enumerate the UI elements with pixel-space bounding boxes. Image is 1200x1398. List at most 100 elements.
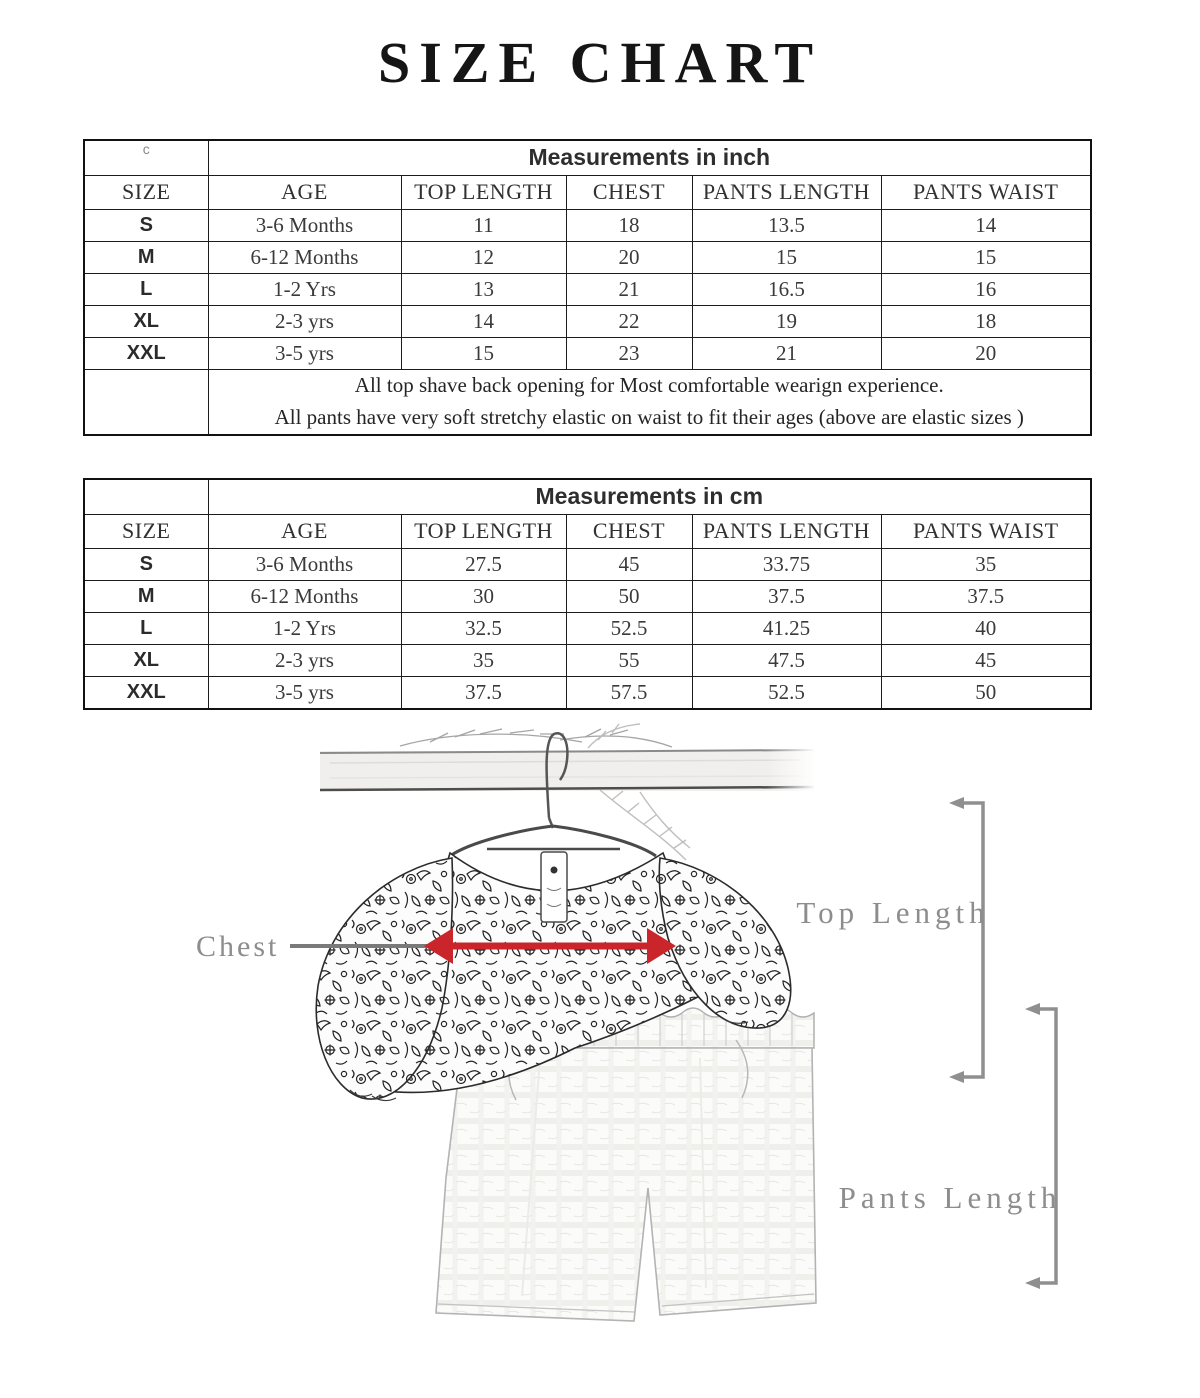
corner-cell: c	[83, 139, 209, 176]
table-cell: S	[83, 208, 209, 242]
chest-annotation: Chest	[196, 927, 676, 964]
table-cell: 15	[691, 240, 882, 274]
table-cell: 2-3 yrs	[207, 304, 402, 338]
column-header: TOP LENGTH	[400, 513, 567, 549]
table-cell: 37.5	[691, 579, 882, 613]
table-cell: 11	[400, 208, 567, 242]
table-cell: 20	[565, 240, 693, 274]
table-cell-empty	[83, 368, 209, 436]
table-cell: M	[83, 579, 209, 613]
note-line-1: All top shave back opening for Most comf…	[354, 372, 944, 397]
table-row: SIZE AGE TOP LENGTH CHEST PANTS LENGTH P…	[83, 174, 1092, 210]
page-title: SIZE CHART	[377, 30, 823, 95]
table-cell: 14	[400, 304, 567, 338]
table-cell: 35	[880, 547, 1092, 581]
column-header: PANTS LENGTH	[691, 513, 882, 549]
column-header: TOP LENGTH	[400, 174, 567, 210]
table-cell: 13.5	[691, 208, 882, 242]
hanger	[449, 731, 657, 857]
table-cell: 1-2 Yrs	[207, 272, 402, 306]
chest-label: Chest	[196, 930, 279, 963]
table-cell: L	[83, 611, 209, 645]
table-cell: 30	[400, 579, 567, 613]
column-header: PANTS WAIST	[880, 174, 1092, 210]
table-cell: 37.5	[880, 579, 1092, 613]
table-cell: XL	[83, 643, 209, 677]
table-cell: 3-6 Months	[207, 208, 402, 242]
table-cell: 52.5	[565, 611, 693, 645]
table-cell: 52.5	[691, 675, 882, 710]
note-line-2: All pants have very soft stretchy elasti…	[274, 404, 1024, 429]
table-cell: 22	[565, 304, 693, 338]
table-row: S 3-6 Months 27.5 45 33.75 35	[83, 547, 1092, 581]
table-cell: 6-12 Months	[207, 579, 402, 613]
table-cell: 50	[880, 675, 1092, 710]
table-row: SIZE AGE TOP LENGTH CHEST PANTS LENGTH P…	[83, 513, 1092, 549]
table-cell: 21	[691, 336, 882, 370]
table-cell: 55	[565, 643, 693, 677]
table-row: L 1-2 Yrs 32.5 52.5 41.25 40	[83, 611, 1092, 645]
table-cell: 3-6 Months	[207, 547, 402, 581]
table-row: All top shave back opening for Most comf…	[83, 368, 1092, 436]
table-cell: 20	[880, 336, 1092, 370]
table-row: L 1-2 Yrs 13 21 16.5 16	[83, 272, 1092, 306]
top-length-arrow-up	[949, 796, 964, 809]
column-header: CHEST	[565, 513, 693, 549]
table-row: XXL 3-5 yrs 37.5 57.5 52.5 50	[83, 675, 1092, 710]
chest-arrow-left-head	[424, 927, 453, 964]
table-cell: XXL	[83, 675, 209, 710]
top-right-sleeve	[658, 856, 792, 1029]
table-cell: L	[83, 272, 209, 306]
table-cell: 13	[400, 272, 567, 306]
table-cell: 50	[565, 579, 693, 613]
table-cell: 23	[565, 336, 693, 370]
column-header: AGE	[207, 174, 402, 210]
table-cell: XXL	[83, 336, 209, 370]
table-cell: 33.75	[691, 547, 882, 581]
table-cell: 18	[880, 304, 1092, 338]
table-cell: 47.5	[691, 643, 882, 677]
table-cell: 15	[880, 240, 1092, 274]
top-length-arrow-down	[949, 1070, 964, 1083]
pants-length-arrow-down	[1025, 1276, 1040, 1289]
column-header: AGE	[207, 513, 402, 549]
top-length-label: Top Length	[796, 895, 989, 930]
table-cell: 41.25	[691, 611, 882, 645]
column-header: CHEST	[565, 174, 693, 210]
table-row: c Measurements in inch	[83, 139, 1092, 176]
column-header: SIZE	[83, 174, 209, 210]
table-cell: 27.5	[400, 547, 567, 581]
pants-length-annotation: Pants Length	[839, 1002, 1062, 1289]
branch-sketch	[399, 728, 673, 748]
table-row: Measurements in cm	[83, 478, 1092, 515]
table-cell: 37.5	[400, 675, 567, 710]
table-cell: 16	[880, 272, 1092, 306]
garment-sketch-svg: Chest Top Length Pants Length	[196, 722, 1062, 1322]
table-cell: 18	[565, 208, 693, 242]
table-cell: 19	[691, 304, 882, 338]
table-row: M 6-12 Months 12 20 15 15	[83, 240, 1092, 274]
table-cell: 35	[400, 643, 567, 677]
table-row: XXL 3-5 yrs 15 23 21 20	[83, 336, 1092, 370]
table-cell: 32.5	[400, 611, 567, 645]
table-cell: 15	[400, 336, 567, 370]
top-left-sleeve	[315, 856, 454, 1100]
table-cell: S	[83, 547, 209, 581]
column-header: PANTS WAIST	[880, 513, 1092, 549]
table-cell: 21	[565, 272, 693, 306]
table-cell: 45	[880, 643, 1092, 677]
table-cell: 3-5 yrs	[207, 336, 402, 370]
table-cell: 12	[400, 240, 567, 274]
column-header: SIZE	[83, 513, 209, 549]
corner-cell	[83, 478, 209, 515]
top-length-annotation: Top Length	[796, 796, 989, 1083]
pants-length-label: Pants Length	[839, 1180, 1062, 1215]
table-cell: 45	[565, 547, 693, 581]
top-bodice	[376, 851, 716, 1093]
table-cell: XL	[83, 304, 209, 338]
table-cell: 40	[880, 611, 1092, 645]
table-title-cm: Measurements in cm	[207, 478, 1092, 515]
table-cell: 1-2 Yrs	[207, 611, 402, 645]
top-sketch	[315, 850, 792, 1101]
back-placket	[540, 850, 568, 923]
